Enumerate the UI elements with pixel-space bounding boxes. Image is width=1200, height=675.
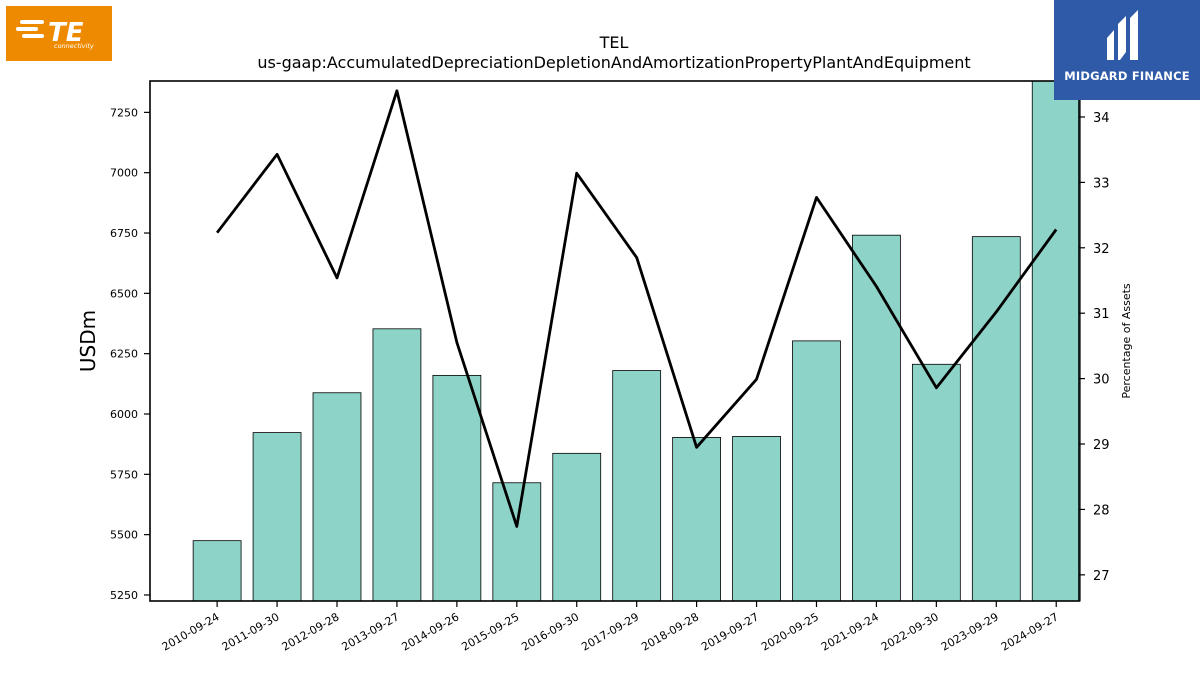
percentage-line — [215, 89, 1058, 528]
y-tick-label-5500: 5500 — [110, 529, 138, 542]
x-tick-label-2023-09-29: 2023-09-29 — [939, 610, 1001, 653]
y-tick-label-6500: 6500 — [110, 287, 138, 300]
bar-2015-09-25 — [492, 482, 542, 602]
y2-tick-label-29: 29 — [1093, 438, 1110, 453]
x-tick-label-2011-09-30: 2011-09-30 — [220, 610, 282, 653]
y2-axis-label: Percentage of Assets — [1120, 283, 1133, 399]
midgard-finance-logo: MIDGARD FINANCE — [1054, 0, 1200, 100]
y2-tick-label-28: 28 — [1093, 503, 1110, 518]
midgard-logo-text: MIDGARD FINANCE — [1064, 69, 1190, 83]
y2-tick-label-31: 31 — [1093, 307, 1110, 322]
bar-2024-09-27 — [1031, 80, 1081, 602]
bar-2020-09-25 — [792, 340, 841, 602]
bar-2012-09-28 — [312, 392, 362, 602]
x-tick-label-2024-09-27: 2024-09-27 — [999, 610, 1061, 653]
y2-tick-label-32: 32 — [1093, 242, 1110, 257]
bar-2019-09-27 — [732, 436, 781, 602]
y-tick-label-6750: 6750 — [110, 227, 138, 240]
te-connectivity-logo: TE connectivity — [6, 6, 112, 61]
x-tick-label-2016-09-30: 2016-09-30 — [519, 610, 581, 653]
x-tick-label-2019-09-27: 2019-09-27 — [699, 610, 761, 653]
y2-tick-label-33: 33 — [1093, 176, 1110, 191]
x-tick-label-2020-09-25: 2020-09-25 — [759, 610, 821, 653]
x-tick-label-2014-09-26: 2014-09-26 — [399, 610, 461, 653]
bar-2021-09-24 — [852, 234, 901, 602]
x-tick-label-2012-09-28: 2012-09-28 — [280, 610, 342, 653]
x-tick-label-2015-09-25: 2015-09-25 — [459, 610, 521, 653]
x-tick-label-2010-09-24: 2010-09-24 — [160, 610, 222, 653]
y2-tick-label-27: 27 — [1093, 569, 1110, 584]
x-tick-label-2017-09-29: 2017-09-29 — [579, 610, 641, 653]
y-tick-label-7000: 7000 — [110, 167, 138, 180]
y2-tick-label-30: 30 — [1093, 373, 1110, 388]
y-axis-label: USDm — [76, 310, 100, 372]
y-tick-label-6250: 6250 — [110, 348, 138, 361]
y-tick-label-5750: 5750 — [110, 468, 138, 481]
bar-2016-09-30 — [552, 452, 602, 602]
x-tick-label-2022-09-30: 2022-09-30 — [879, 610, 941, 653]
bar-2023-09-29 — [971, 236, 1021, 602]
x-tick-label-2021-09-24: 2021-09-24 — [819, 610, 881, 653]
te-logo-mark: TE — [16, 18, 84, 48]
midgard-logo-mark — [1107, 10, 1138, 60]
bar-2018-09-28 — [672, 436, 721, 602]
y2-tick-label-34: 34 — [1093, 111, 1110, 126]
bar-2017-09-29 — [612, 370, 662, 602]
chart-subtitle: us-gaap:AccumulatedDepreciationDepletion… — [257, 53, 970, 72]
x-tick-label-2013-09-27: 2013-09-27 — [340, 610, 402, 653]
y-tick-label-5250: 5250 — [110, 589, 138, 602]
y-tick-label-6000: 6000 — [110, 408, 138, 421]
te-logo-sub: connectivity — [54, 42, 94, 50]
bar-series — [192, 80, 1081, 602]
bar-2013-09-27 — [372, 328, 422, 602]
chart-title: TEL — [599, 33, 629, 52]
line-series — [215, 89, 1058, 528]
te-logo-text: TE — [48, 18, 84, 48]
bar-2014-09-26 — [432, 374, 482, 602]
plot-frame — [149, 80, 1080, 602]
bar-2010-09-24 — [192, 540, 242, 602]
bar-2022-09-30 — [911, 363, 961, 602]
bar-2011-09-30 — [252, 432, 302, 602]
x-tick-label-2018-09-28: 2018-09-28 — [639, 610, 701, 653]
y-tick-label-7250: 7250 — [110, 106, 138, 119]
